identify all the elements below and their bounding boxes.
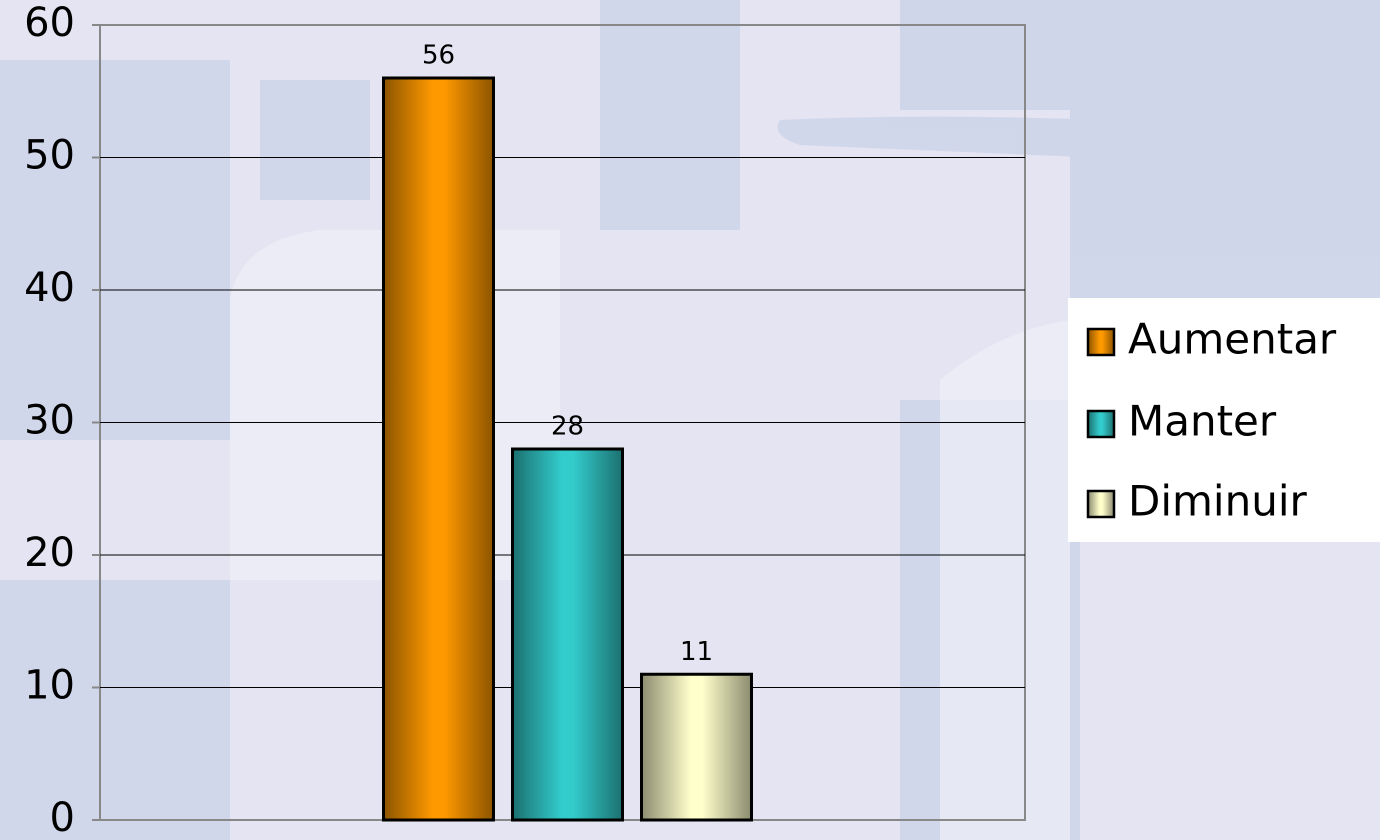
legend-swatch	[1086, 327, 1116, 357]
y-tick-label: 30	[24, 398, 75, 444]
data-label: 28	[551, 412, 584, 442]
bar	[382, 76, 495, 822]
legend-label: Manter	[1128, 397, 1277, 446]
y-tick-label: 60	[24, 0, 75, 46]
y-tick-label: 10	[24, 663, 75, 709]
y-tick-label: 0	[50, 795, 75, 840]
y-tick-label: 50	[24, 133, 75, 179]
legend-box	[1068, 298, 1380, 542]
legend-label: Aumentar	[1128, 315, 1337, 364]
legend-label: Diminuir	[1128, 477, 1307, 526]
y-tick-label: 40	[24, 265, 75, 311]
bar	[640, 672, 753, 822]
bar	[511, 447, 624, 822]
y-tick-label: 20	[24, 530, 75, 576]
legend-swatch	[1086, 409, 1116, 439]
data-label: 56	[422, 41, 455, 71]
data-label: 11	[680, 637, 713, 667]
legend-swatch	[1086, 489, 1116, 519]
